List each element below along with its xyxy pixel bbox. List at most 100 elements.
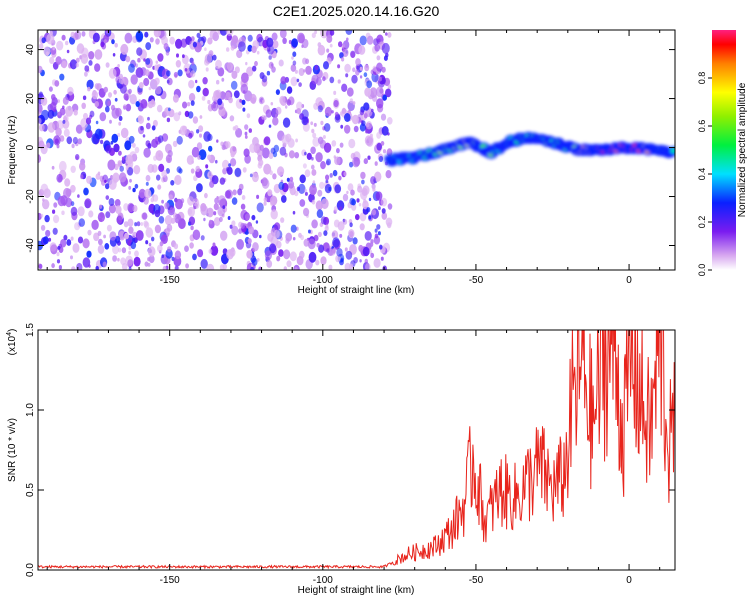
noise-blob: [188, 216, 196, 226]
spectrogram-frame: [37, 29, 676, 271]
noise-blob: [47, 109, 55, 119]
noise-blob: [283, 249, 291, 260]
noise-blob: [276, 255, 281, 262]
noise-blob: [282, 117, 291, 128]
noise-blob: [281, 134, 290, 145]
noise-blob: [128, 226, 134, 234]
noise-blob: [142, 134, 146, 138]
noise-blob: [226, 62, 233, 71]
noise-blob: [315, 152, 323, 163]
noise-blob: [263, 201, 267, 206]
noise-blob: [377, 231, 381, 236]
noise-blob: [145, 240, 149, 245]
noise-blob: [59, 73, 65, 81]
noise-blob: [251, 172, 259, 183]
noise-blob: [385, 32, 388, 36]
noise-blob: [94, 49, 103, 60]
noise-blob: [106, 224, 112, 232]
noise-blob: [369, 133, 373, 138]
noise-blob: [125, 154, 133, 165]
noise-blob: [132, 237, 136, 242]
noise-blob: [221, 144, 226, 151]
noise-blob: [268, 152, 274, 159]
noise-blob: [270, 102, 274, 106]
noise-blob: [368, 215, 372, 220]
noise-blob: [109, 119, 112, 124]
noise-blob: [217, 195, 226, 207]
noise-blob: [366, 35, 374, 45]
noise-blob: [61, 60, 67, 69]
noise-blob: [100, 139, 104, 145]
noise-blob: [105, 106, 110, 113]
noise-blob: [167, 246, 172, 253]
snr-exponent-label: (x104): [6, 329, 18, 356]
noise-blob: [263, 136, 271, 146]
noise-blob: [148, 242, 152, 247]
noise-blob: [89, 110, 95, 118]
noise-blob: [320, 198, 329, 210]
noise-blob: [267, 189, 273, 197]
noise-blob: [315, 77, 322, 86]
noise-blob: [110, 140, 114, 145]
noise-blob: [272, 40, 279, 49]
noise-blob: [247, 238, 252, 244]
noise-blob: [244, 124, 249, 130]
noise-blob: [56, 120, 64, 130]
noise-blob: [151, 164, 158, 173]
colorbar-tick-label: 0.6: [697, 120, 707, 133]
noise-blob: [51, 94, 56, 101]
noise-blob: [294, 267, 298, 270]
noise-blob: [123, 93, 129, 101]
noise-blob: [166, 224, 173, 232]
snr-x-tick-label: -100: [313, 575, 333, 586]
noise-blob: [216, 196, 219, 200]
noise-blob: [211, 101, 219, 112]
noise-blob: [365, 129, 369, 134]
spectrogram-y-tick-label: 20: [25, 93, 36, 105]
noise-blob: [244, 154, 251, 164]
noise-blob: [275, 113, 278, 118]
noise-blob: [130, 74, 138, 85]
noise-blob: [156, 104, 163, 113]
noise-blob: [56, 252, 60, 257]
noise-blob: [123, 203, 129, 211]
noise-blob: [241, 99, 246, 106]
noise-blob: [304, 188, 308, 193]
noise-blob: [109, 175, 114, 180]
noise-blob: [233, 90, 240, 99]
noise-blob: [159, 241, 164, 247]
noise-blob: [266, 37, 274, 48]
noise-blob: [188, 132, 193, 139]
noise-blob: [135, 30, 144, 42]
noise-blob: [237, 188, 243, 196]
noise-blob: [209, 30, 218, 40]
noise-blob: [38, 117, 42, 125]
noise-blob: [290, 76, 298, 87]
noise-blob: [149, 37, 154, 43]
noise-blob: [224, 190, 231, 199]
noise-blob: [256, 50, 260, 55]
noise-blob: [145, 58, 151, 65]
noise-blob: [56, 173, 63, 183]
snr-y-tick-label: 0.5: [25, 483, 36, 497]
noise-blob: [91, 219, 99, 230]
spectrogram-ticks: -150 -100 -50 0 -40 -20 0 20 40: [25, 30, 675, 286]
noise-blob: [81, 102, 86, 110]
noise-blob: [138, 188, 146, 199]
noise-blob: [114, 97, 118, 102]
noise-blob: [121, 263, 128, 270]
noise-blob: [82, 238, 90, 249]
noise-blob: [74, 30, 82, 40]
noise-blob: [38, 103, 43, 114]
noise-blob: [353, 125, 359, 133]
noise-blob: [352, 67, 356, 73]
noise-blob: [208, 219, 213, 225]
noise-blob: [196, 183, 203, 193]
noise-blob: [299, 199, 306, 207]
snr-panel: -150 -100 -50 0 0.0 0.5 1.0 1.5 Height of strai…: [6, 323, 676, 596]
noise-blob: [84, 71, 88, 77]
noise-blob: [192, 116, 199, 124]
colorbar-tick-label: 0.0: [697, 264, 707, 277]
noise-blob: [351, 203, 357, 211]
noise-blob: [364, 64, 370, 72]
